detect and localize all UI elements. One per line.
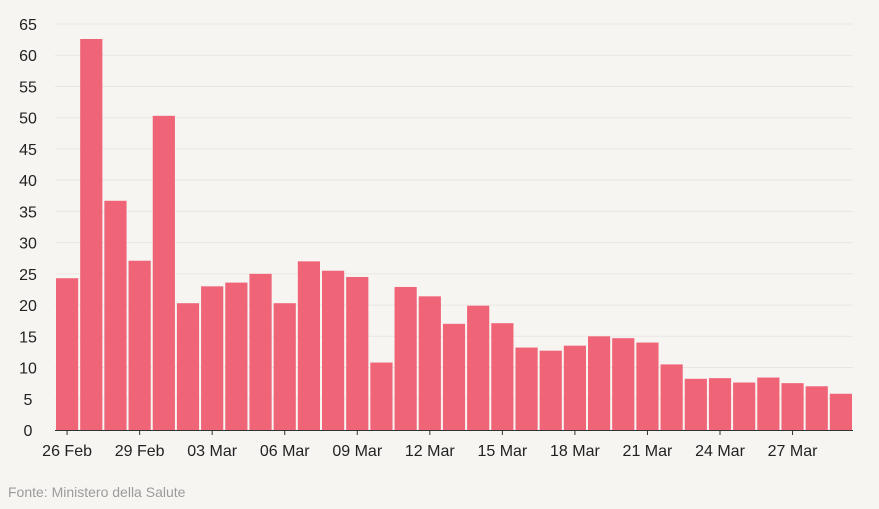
x-tick-label: 12 Mar [405,443,455,460]
bar [636,342,659,430]
bar [418,296,441,430]
y-tick-label: 55 [19,79,37,96]
y-tick-label: 40 [19,173,37,190]
bar [128,260,151,430]
bar [273,303,296,430]
y-tick-label: 45 [19,142,37,159]
bar [781,383,804,430]
bar [708,378,732,430]
bar [56,278,79,430]
bar [612,338,635,430]
y-tick-label: 10 [19,361,37,378]
bar [104,200,127,430]
bar-chart: 0 5 10 15 20 25 30 35 40 45 50 55 60 65 26 Feb 29 Feb 0… [19,17,853,460]
bar [563,345,586,430]
bar [467,305,490,430]
bar [805,386,828,430]
bar [684,378,707,430]
bar [370,362,393,430]
bar [80,38,103,430]
x-tick-label: 09 Mar [332,443,382,460]
y-tick-label: 25 [19,267,37,284]
y-tick-label: 65 [19,17,37,34]
y-tick-label: 15 [19,329,37,346]
bar [152,115,175,431]
bar [588,336,611,430]
y-tick-label: 5 [24,392,33,409]
bar [225,282,248,430]
bar [249,273,272,430]
y-tick-label: 20 [19,298,37,315]
y-tick-label: 30 [19,236,37,253]
bar [442,323,466,430]
y-tick-label: 35 [19,204,37,221]
y-axis-labels: 0 5 10 15 20 25 30 35 40 45 50 55 60 65 [19,17,37,440]
x-tick-label: 29 Feb [115,443,165,460]
x-tick-label: 27 Mar [768,443,818,460]
x-tick-label: 24 Mar [695,443,745,460]
y-tick-label: 0 [24,423,33,440]
x-axis-labels: 26 Feb 29 Feb 03 Mar 06 Mar 09 Mar 12 Mar 15 M… [42,430,818,460]
bar [201,286,224,430]
x-tick-label: 06 Mar [260,443,310,460]
bar [176,303,200,430]
bar [660,364,683,430]
x-tick-label: 26 Feb [42,443,92,460]
bar [394,286,417,430]
y-tick-label: 60 [19,48,37,65]
bar [757,377,780,430]
x-tick-label: 03 Mar [187,443,237,460]
bar [297,261,320,430]
source-note: Fonte: Ministero della Salute [8,484,186,500]
bar [346,276,369,430]
bar [539,350,562,430]
x-tick-label: 21 Mar [623,443,673,460]
x-tick-label: 18 Mar [550,443,600,460]
bar [829,393,852,430]
bar [515,347,538,430]
bars [56,38,852,431]
bar [733,382,756,430]
y-tick-label: 50 [19,111,37,128]
bar [491,323,514,430]
x-tick-label: 15 Mar [477,443,527,460]
bar [322,270,345,430]
